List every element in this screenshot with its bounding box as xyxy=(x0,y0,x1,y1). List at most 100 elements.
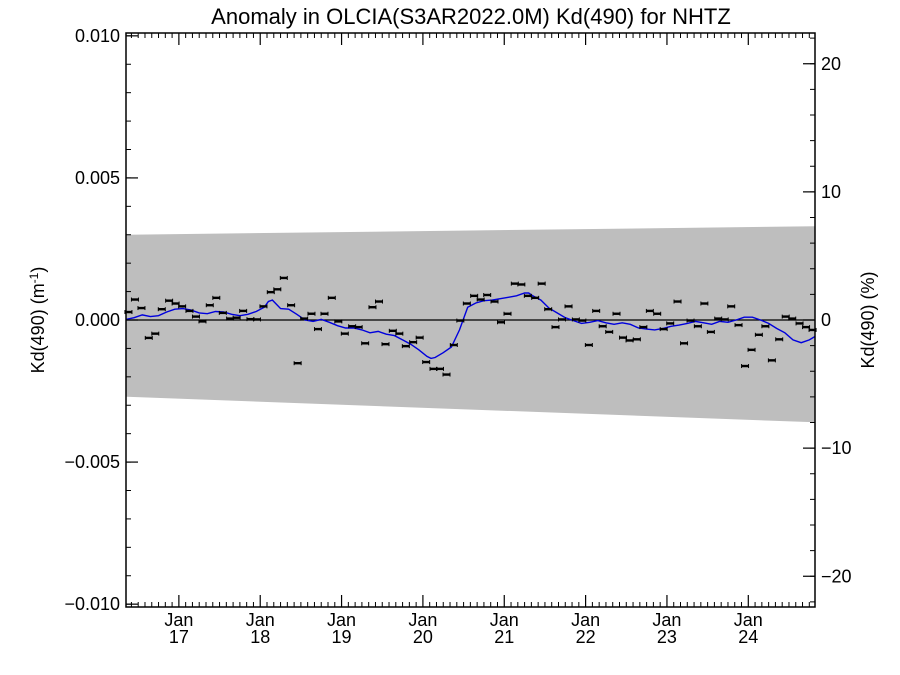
x-tick-label-month: Jan xyxy=(408,610,437,630)
data-point xyxy=(727,304,736,309)
data-point xyxy=(422,360,431,365)
x-tick-label-year: 24 xyxy=(738,627,758,647)
chart-title: Anomaly in OLCIA(S3AR2022.0M) Kd(490) fo… xyxy=(211,4,731,29)
y-tick-label: −0.005 xyxy=(64,452,120,472)
x-tick-label-month: Jan xyxy=(734,610,763,630)
data-point xyxy=(449,343,458,348)
data-point xyxy=(313,327,322,332)
y-tick-label: 0.010 xyxy=(75,26,120,46)
data-point xyxy=(401,344,410,349)
x-tick-label-month: Jan xyxy=(246,610,275,630)
data-point xyxy=(374,299,383,304)
x-tick-label-year: 20 xyxy=(413,627,433,647)
data-point xyxy=(598,324,607,329)
data-point xyxy=(612,311,621,316)
data-point xyxy=(185,308,194,313)
data-point xyxy=(456,318,465,323)
data-point xyxy=(754,332,763,337)
y-tick-label: 0.000 xyxy=(75,310,120,330)
uncertainty-band xyxy=(126,226,815,423)
y2-tick-label: 20 xyxy=(821,54,841,74)
data-point xyxy=(497,320,506,325)
x-tick-label-year: 18 xyxy=(250,627,270,647)
left-y-axis-title: Kd(490) (m-1) xyxy=(27,267,48,374)
data-point xyxy=(259,304,268,309)
data-point xyxy=(361,341,370,346)
data-point xyxy=(191,314,200,319)
data-point xyxy=(368,305,377,310)
y2-tick-label: −20 xyxy=(821,566,852,586)
y2-tick-label: −10 xyxy=(821,438,852,458)
data-point xyxy=(470,293,479,298)
data-point xyxy=(205,303,214,308)
data-point xyxy=(680,341,689,346)
data-point xyxy=(334,319,343,324)
data-point xyxy=(212,295,221,300)
data-point xyxy=(252,317,261,322)
data-point xyxy=(151,331,160,336)
data-point xyxy=(300,316,309,321)
data-point xyxy=(761,324,770,329)
running-mean-layer xyxy=(125,292,816,360)
running-mean-line xyxy=(125,292,816,360)
data-point xyxy=(686,318,695,323)
data-point xyxy=(435,366,444,371)
data-point xyxy=(551,325,560,330)
data-point xyxy=(517,282,526,287)
data-point xyxy=(767,358,776,363)
monthly-points-layer xyxy=(124,275,817,377)
left-y-axis-title-sup: -1 xyxy=(27,272,41,283)
data-point xyxy=(130,297,139,302)
data-point xyxy=(605,329,614,334)
left-y-axis-title-main: Kd(490) (m xyxy=(28,283,48,373)
right-y-axis-title: Kd(490) (%) xyxy=(858,271,878,368)
data-point xyxy=(442,372,451,377)
x-tick-label-month: Jan xyxy=(327,610,356,630)
data-point xyxy=(395,331,404,336)
data-point xyxy=(639,325,648,330)
data-point xyxy=(531,295,540,300)
data-point xyxy=(218,310,227,315)
data-point xyxy=(476,297,485,302)
data-point xyxy=(693,324,702,329)
data-point xyxy=(409,340,418,345)
x-tick-label-month: Jan xyxy=(652,610,681,630)
left-y-axis-title-close: ) xyxy=(28,267,48,273)
data-point xyxy=(734,323,743,328)
x-tick-label-year: 21 xyxy=(494,627,514,647)
data-point xyxy=(653,311,662,316)
x-tick-label-month: Jan xyxy=(164,610,193,630)
data-point xyxy=(320,311,329,316)
data-point xyxy=(483,292,492,297)
data-point xyxy=(381,342,390,347)
data-point xyxy=(720,317,729,322)
y2-tick-label: 0 xyxy=(821,310,831,330)
data-point xyxy=(157,307,166,312)
data-point xyxy=(198,319,207,324)
data-point xyxy=(354,325,363,330)
x-tick-label-month: Jan xyxy=(571,610,600,630)
data-point xyxy=(327,295,336,300)
data-point xyxy=(544,307,553,312)
data-point xyxy=(700,301,709,306)
data-point xyxy=(503,311,512,316)
data-point xyxy=(788,316,797,321)
data-point xyxy=(415,335,424,340)
x-tick-label-year: 23 xyxy=(657,627,677,647)
data-point xyxy=(144,335,153,340)
data-point xyxy=(747,347,756,352)
x-tick-label-year: 19 xyxy=(332,627,352,647)
y-tick-label: 0.005 xyxy=(75,168,120,188)
data-point xyxy=(273,287,282,292)
data-point xyxy=(564,304,573,309)
right-y-axis: −20 −10 0 10 20 xyxy=(803,37,852,603)
y-tick-label: −0.010 xyxy=(64,594,120,614)
data-point xyxy=(340,331,349,336)
data-point xyxy=(659,327,668,332)
data-point xyxy=(279,275,288,280)
y2-tick-label: 10 xyxy=(821,182,841,202)
data-point xyxy=(592,308,601,313)
data-point xyxy=(673,299,682,304)
data-point xyxy=(293,361,302,366)
